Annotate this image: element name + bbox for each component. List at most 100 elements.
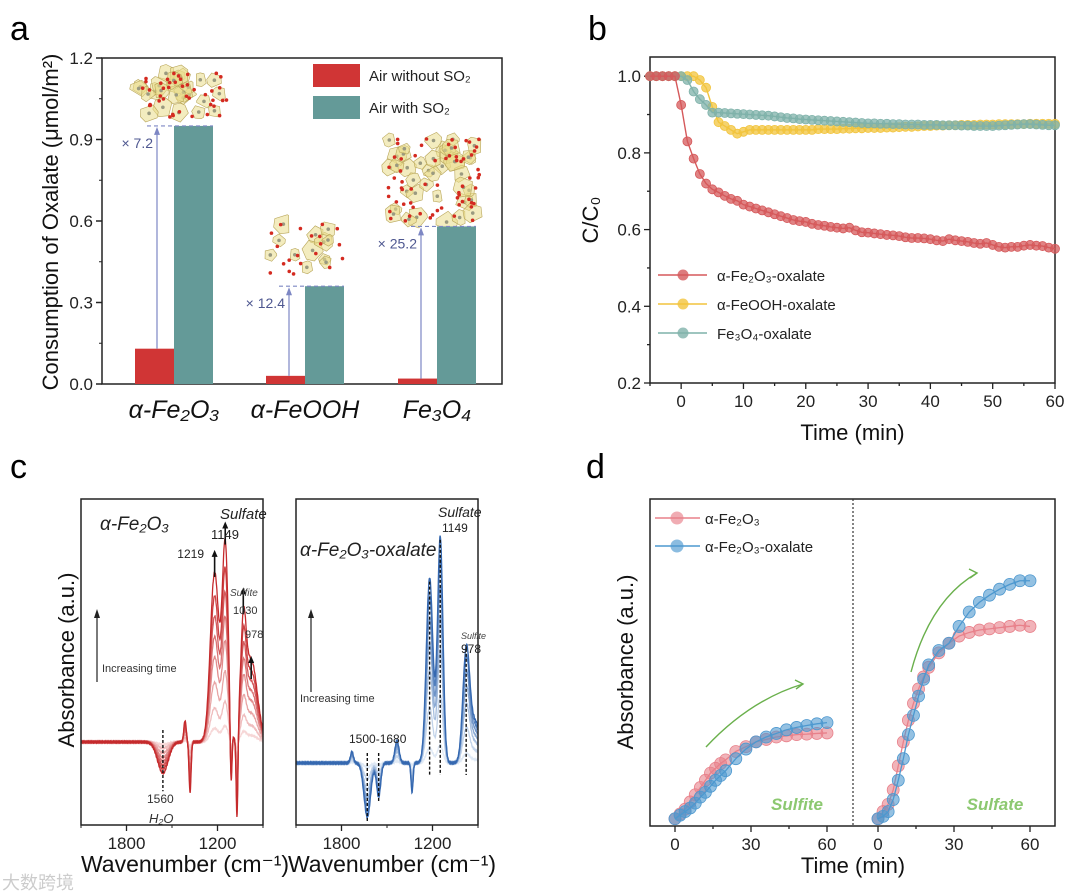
x-tick-label: 60 [1021, 835, 1040, 854]
data-point [907, 708, 920, 722]
y-tick-label: 0.6 [69, 212, 93, 231]
peak-label: Increasing time [102, 663, 177, 675]
arrow-head-icon [94, 609, 100, 618]
legend-label: α-FeOOH-oxalate [717, 297, 836, 314]
legend-marker [670, 511, 684, 525]
x-tick-label: 1200 [414, 834, 452, 853]
series-2 [645, 71, 1060, 254]
data-point [917, 672, 930, 686]
data-point [962, 605, 976, 619]
legend-label: Air without SO₂ [369, 68, 471, 85]
data-point [1023, 620, 1037, 633]
series-1 [668, 716, 834, 826]
region-label: Sulfite [771, 795, 823, 814]
x-tick-label: 60 [818, 835, 837, 854]
y-tick-label: 0.0 [69, 375, 93, 394]
data-point [688, 86, 699, 97]
y-tick-label: 0.3 [69, 294, 93, 313]
legend-swatch [313, 64, 360, 87]
x-tick-label: 50 [983, 392, 1002, 411]
series-1 [871, 574, 1037, 826]
x-axis-label: Time (min) [800, 420, 904, 445]
peak-label: 1030 [233, 605, 257, 617]
x-tick-label: 30 [945, 835, 964, 854]
data-point [896, 752, 910, 766]
data-point [694, 94, 705, 105]
data-point [694, 75, 705, 85]
data-point [891, 773, 905, 787]
crystal-structure-image [129, 64, 229, 123]
category-label: α-Fe₂O₃ [129, 396, 220, 424]
x-tick-label: 1800 [108, 834, 146, 853]
arrow-head-icon [248, 656, 255, 663]
y-tick-label: 0.6 [617, 221, 641, 240]
legend-label: Air with SO₂ [369, 100, 450, 117]
bar-with-so2 [305, 286, 344, 384]
data-point [886, 793, 900, 806]
arrow-head-icon [286, 287, 292, 296]
y-axis-label: Consumption of Oxalate (μmol/m²) [38, 54, 63, 391]
data-point [881, 805, 895, 818]
trend-arrow [910, 572, 978, 673]
bar-with-so2 [437, 226, 476, 384]
data-point [1023, 574, 1037, 588]
spectrum-trace [80, 538, 264, 818]
data-point [942, 636, 956, 650]
x-tick-label: 30 [859, 392, 878, 411]
legend-label: Fe₃O₄-oxalate [717, 326, 812, 343]
x-tick-label: 0 [873, 835, 882, 854]
legend-marker [677, 269, 689, 281]
y-axis-label: Absorbance (a.u.) [613, 575, 638, 750]
data-point [902, 728, 915, 742]
x-tick-label: 20 [796, 392, 815, 411]
y-tick-label: 1.0 [617, 67, 641, 86]
bar-with-so2 [174, 125, 213, 385]
y-tick-label: 0.9 [69, 131, 93, 150]
peak-label: 1500-1680 [349, 732, 407, 746]
data-point [932, 644, 946, 657]
y-tick-label: 1.2 [69, 49, 93, 68]
data-point [676, 100, 687, 110]
arrow-head-icon [968, 568, 979, 579]
spectrum-title: α-Fe₂O₃-oxalate [300, 540, 437, 561]
spectrum-trace [295, 535, 479, 820]
legend-marker [670, 539, 684, 553]
peak-label: Sulfite [461, 631, 486, 641]
peak-label: Sulfite [230, 588, 258, 599]
data-point [701, 82, 711, 93]
peak-label: H₂O [149, 811, 173, 826]
legend-label: α-Fe₂O₃-oxalate [705, 539, 813, 556]
spectrum-trace [295, 647, 479, 793]
panel-label-a: a [10, 10, 29, 48]
series-line [877, 624, 1031, 820]
peak-label: 1560 [147, 792, 174, 806]
data-point [983, 588, 996, 602]
x-tick-label: 1200 [199, 834, 237, 853]
series-1 [645, 71, 1060, 131]
data-point [1050, 120, 1060, 131]
spectrum-trace [295, 557, 479, 814]
panel-label-c: c [10, 448, 27, 486]
legend-marker [677, 327, 689, 339]
peak-label: 1149 [442, 521, 468, 535]
watermark: 大数跨境 [2, 873, 74, 893]
peak-label: 978 [245, 629, 263, 641]
y-tick-label: 0.2 [617, 374, 641, 393]
data-point [820, 716, 834, 730]
chart-b-frame [649, 56, 1056, 384]
fold-annotation: × 25.2 [378, 235, 418, 251]
category-label: α-FeOOH [251, 396, 361, 424]
arrow-head-icon [308, 609, 314, 618]
region-label: Sulfate [967, 795, 1024, 814]
y-tick-label: 0.4 [617, 297, 641, 316]
peak-label: 1219 [177, 547, 204, 561]
x-axis-label: Wavenumber (cm⁻¹) [81, 851, 289, 877]
data-point [670, 71, 680, 82]
peak-label: Sulfate [438, 504, 482, 520]
y-axis-label: C/C₀ [578, 196, 603, 243]
x-tick-label: 10 [734, 392, 753, 411]
peak-label: Sulfate [220, 506, 267, 523]
bar-without-so2 [266, 375, 305, 384]
crystal-structure-image [264, 214, 345, 276]
data-point [1050, 243, 1060, 254]
